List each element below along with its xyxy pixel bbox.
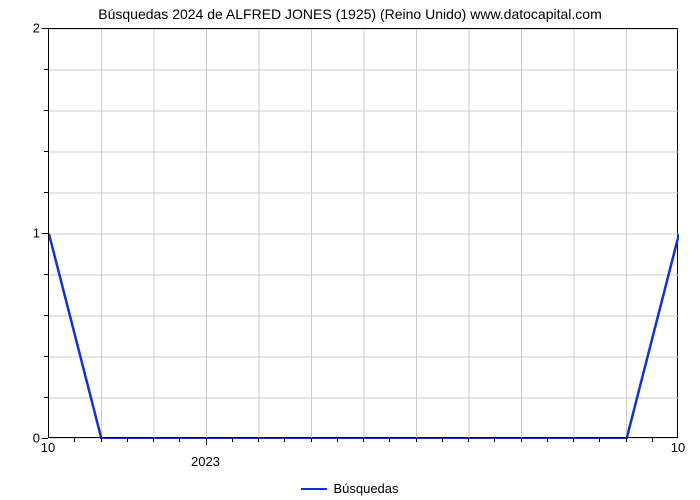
plot-area	[48, 28, 678, 438]
y-minor-tick	[44, 315, 48, 316]
x-minor-tick	[284, 438, 285, 442]
y-tick-label: 1	[33, 226, 40, 241]
legend-swatch	[301, 488, 327, 490]
x-minor-tick	[573, 438, 574, 442]
y-minor-tick	[44, 397, 48, 398]
y-minor-tick	[44, 69, 48, 70]
x-minor-tick	[153, 438, 154, 442]
x-minor-tick	[101, 438, 102, 442]
x-minor-tick	[127, 438, 128, 442]
plot-svg	[49, 29, 679, 439]
x-minor-tick	[311, 438, 312, 442]
y-minor-tick	[44, 151, 48, 152]
x-minor-tick	[416, 438, 417, 442]
x-minor-tick	[652, 438, 653, 442]
x-minor-tick	[179, 438, 180, 442]
x-minor-tick	[337, 438, 338, 442]
x-minor-tick	[599, 438, 600, 442]
x-minor-tick	[626, 438, 627, 442]
x-minor-tick	[547, 438, 548, 442]
legend-label: Búsquedas	[333, 481, 398, 496]
y-minor-tick	[44, 110, 48, 111]
chart-container: Búsquedas 2024 de ALFRED JONES (1925) (R…	[0, 0, 700, 500]
y-minor-tick	[44, 192, 48, 193]
x-major-label: 2023	[191, 454, 220, 469]
chart-title: Búsquedas 2024 de ALFRED JONES (1925) (R…	[0, 6, 700, 22]
y-tick-label: 0	[33, 431, 40, 446]
x-minor-tick	[258, 438, 259, 442]
x-minor-tick	[389, 438, 390, 442]
y-major-tick	[42, 233, 48, 234]
x-minor-tick	[363, 438, 364, 442]
x-end-label-right: 10	[671, 440, 685, 455]
legend: Búsquedas	[0, 480, 700, 496]
y-minor-tick	[44, 356, 48, 357]
x-major-tick	[206, 438, 207, 445]
y-minor-tick	[44, 274, 48, 275]
x-end-label-left: 10	[41, 440, 55, 455]
x-minor-tick	[468, 438, 469, 442]
y-major-tick	[42, 28, 48, 29]
x-minor-tick	[232, 438, 233, 442]
x-minor-tick	[521, 438, 522, 442]
x-minor-tick	[442, 438, 443, 442]
x-minor-tick	[494, 438, 495, 442]
x-minor-tick	[74, 438, 75, 442]
y-tick-label: 2	[33, 21, 40, 36]
y-major-tick	[42, 438, 48, 439]
